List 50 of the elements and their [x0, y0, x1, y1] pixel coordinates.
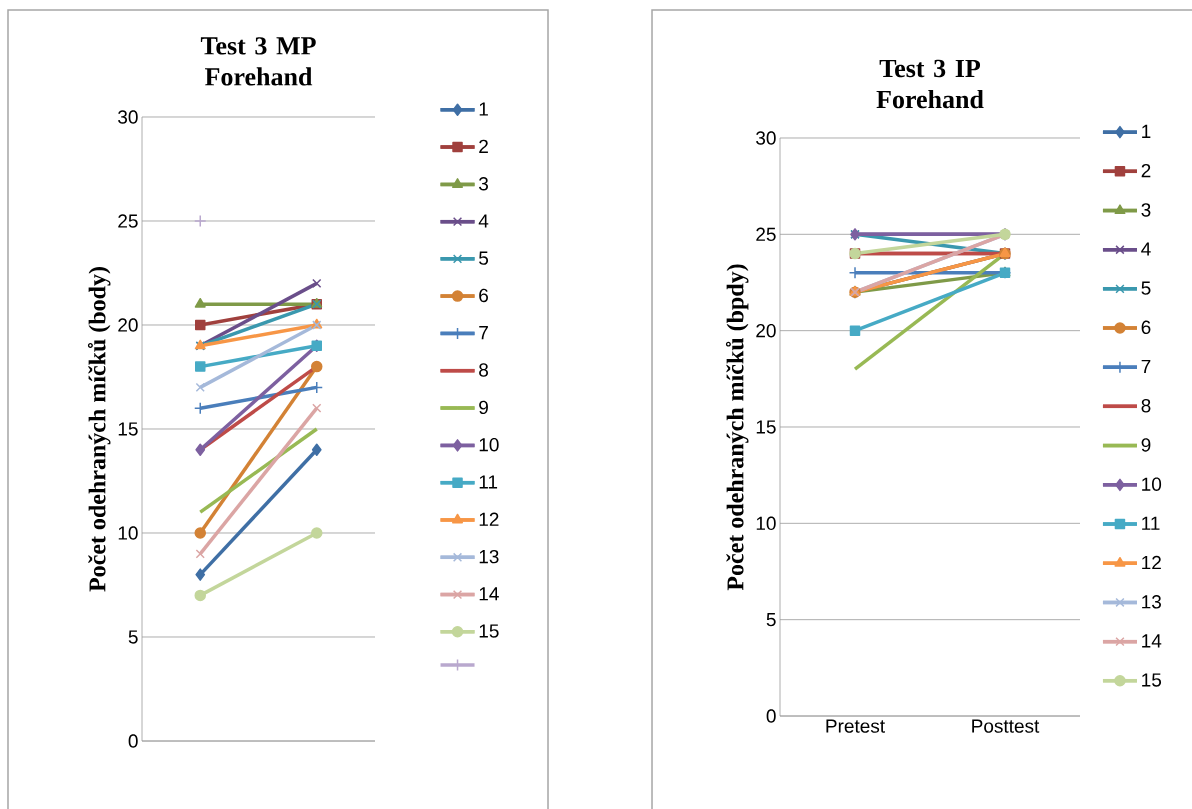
legend-label: 9 — [479, 400, 488, 415]
legend-label: 13 — [1142, 595, 1161, 609]
chart-title: Test 3 MP Forehand — [200, 37, 316, 86]
y-tick-label: 10 — [756, 516, 776, 531]
legend-label: 1 — [479, 102, 488, 116]
legend-label: 15 — [1142, 673, 1162, 687]
y-tick-label: 0 — [128, 734, 138, 748]
legend-label: 3 — [1141, 203, 1151, 217]
legend-label: 7 — [479, 326, 488, 340]
y-axis-title: Počet odehraných míčků (bpdy) — [725, 264, 749, 591]
y-axis-title: Počet odehraných míčků (body) — [87, 267, 111, 592]
legend-label: 14 — [479, 587, 499, 601]
y-tick-label: 25 — [118, 214, 138, 228]
legend-label: 12 — [1142, 555, 1161, 570]
legend-label: 11 — [1142, 516, 1160, 530]
chart-title: Test 3 IP Forehand — [876, 59, 984, 109]
legend-label: 10 — [1142, 477, 1162, 491]
y-tick-label: 5 — [766, 613, 776, 627]
legend-label: 2 — [1141, 163, 1151, 178]
legend-label: 9 — [1141, 438, 1151, 452]
y-tick-label: 15 — [756, 420, 776, 434]
y-tick-label: 15 — [118, 422, 138, 436]
legend-label: 10 — [479, 438, 499, 452]
legend-label: 13 — [479, 549, 499, 564]
legend-label: 7 — [1141, 359, 1151, 373]
legend-label: 2 — [479, 139, 488, 153]
y-tick-label: 0 — [766, 709, 776, 723]
y-tick-label: 20 — [118, 318, 138, 332]
y-tick-label: 30 — [756, 131, 776, 145]
legend-label: 6 — [1141, 320, 1151, 335]
legend-label: 5 — [1141, 281, 1151, 295]
legend-label: 4 — [478, 214, 489, 228]
legend-label: 5 — [479, 251, 489, 265]
legend-label: 8 — [1141, 398, 1151, 413]
legend-label: 14 — [1142, 634, 1162, 648]
legend-label: 15 — [479, 624, 499, 638]
y-tick-label: 30 — [118, 110, 138, 124]
legend-label: 6 — [479, 288, 488, 303]
legend-label: 8 — [479, 363, 489, 377]
y-tick-label: 10 — [118, 526, 138, 540]
x-tick-label: Pretest — [826, 719, 885, 733]
x-tick-label: Posttest — [972, 719, 1040, 733]
y-tick-label: 25 — [756, 227, 776, 242]
y-tick-label: 5 — [128, 630, 138, 644]
legend-label: 4 — [1141, 242, 1151, 256]
legend-label: 3 — [479, 177, 488, 191]
legend-label: 12 — [479, 512, 499, 526]
legend-label: 11 — [479, 475, 498, 489]
y-tick-label: 20 — [756, 323, 776, 338]
legend-label: 1 — [1142, 124, 1151, 138]
